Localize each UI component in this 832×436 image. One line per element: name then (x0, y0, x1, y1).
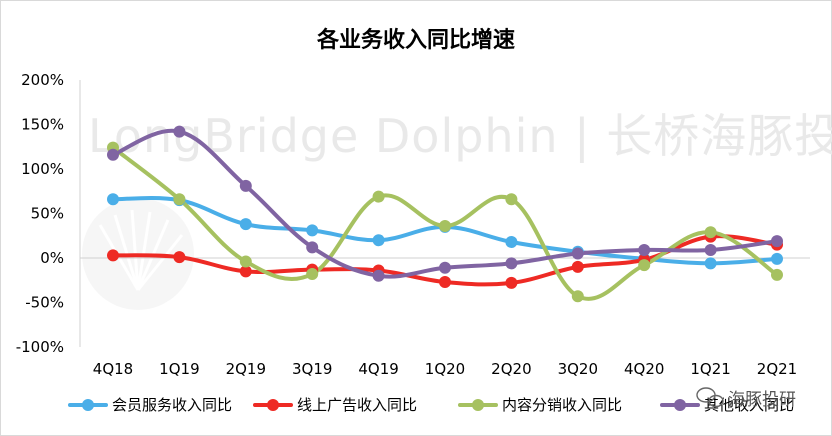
data-point-s2-2Q19[interactable] (239, 255, 252, 268)
data-point-s1-1Q20[interactable] (439, 276, 451, 289)
x-tick-label: 1Q19 (159, 360, 199, 378)
x-tick-label: 1Q21 (690, 360, 730, 378)
data-point-s3-3Q20[interactable] (571, 247, 584, 260)
x-tick-label: 4Q20 (624, 360, 664, 378)
data-point-s1-2Q19[interactable] (239, 265, 252, 278)
y-tick-label: 150% (21, 116, 64, 134)
wechat-icon (696, 387, 724, 408)
data-point-s2-2Q21[interactable] (771, 268, 783, 281)
data-point-s0-4Q19[interactable] (372, 234, 385, 247)
legend-swatch-marker (82, 399, 94, 411)
legend-label: 其他收入同比 (704, 396, 794, 414)
legend-swatch-marker (674, 399, 686, 411)
wechat-badge: 海豚投研 (696, 387, 796, 410)
legend-item-online-ads[interactable]: 线上广告收入同比 (253, 396, 417, 414)
data-point-s3-2Q20[interactable] (505, 257, 518, 270)
chart-title: 各业务收入同比增速 (316, 27, 515, 53)
x-tick-label: 1Q20 (425, 360, 465, 378)
legend-item-other[interactable]: 其他收入同比 (660, 396, 794, 414)
data-point-s0-2Q19[interactable] (239, 218, 252, 231)
x-tick-labels: 4Q18 1Q19 2Q19 3Q19 4Q19 1Q20 2Q20 3Q20 … (93, 360, 797, 378)
legend: 会员服务收入同比 线上广告收入同比 内容分销收入同比 其他收入同比 (68, 396, 794, 414)
data-point-s3-4Q20[interactable] (638, 243, 651, 256)
legend-label: 会员服务收入同比 (112, 396, 232, 414)
legend-item-content-distribution[interactable]: 内容分销收入同比 (458, 396, 622, 414)
data-point-s0-4Q18[interactable] (107, 193, 119, 206)
y-tick-label: -50% (25, 294, 64, 312)
y-tick-label: 100% (21, 160, 64, 178)
data-point-s0-3Q19[interactable] (306, 224, 319, 237)
data-point-s3-1Q21[interactable] (704, 243, 717, 256)
data-point-s1-1Q19[interactable] (173, 251, 186, 264)
data-point-s2-1Q19[interactable] (173, 193, 186, 206)
x-tick-label: 3Q20 (558, 360, 598, 378)
data-point-s3-1Q20[interactable] (439, 261, 451, 274)
data-point-s2-1Q21[interactable] (704, 226, 717, 239)
data-point-s1-3Q20[interactable] (571, 260, 584, 273)
data-point-s1-2Q20[interactable] (505, 276, 518, 289)
y-tick-label: 200% (21, 71, 64, 89)
x-tick-label: 2Q20 (491, 360, 531, 378)
data-point-s2-3Q19[interactable] (306, 268, 319, 281)
x-tick-label: 3Q19 (292, 360, 332, 378)
data-point-s2-4Q19[interactable] (372, 190, 385, 203)
data-point-s1-4Q18[interactable] (107, 249, 119, 262)
legend-item-member-services[interactable]: 会员服务收入同比 (68, 396, 232, 414)
legend-label: 内容分销收入同比 (502, 396, 622, 414)
data-point-s3-1Q19[interactable] (173, 125, 186, 138)
data-point-s3-2Q19[interactable] (239, 179, 252, 192)
data-point-s0-2Q21[interactable] (771, 252, 783, 265)
data-point-s2-1Q20[interactable] (439, 219, 451, 232)
data-point-s3-2Q21[interactable] (771, 235, 783, 248)
y-tick-label: 50% (31, 205, 64, 223)
x-tick-label: 2Q19 (226, 360, 266, 378)
data-point-s3-3Q19[interactable] (306, 241, 319, 254)
data-point-s3-4Q19[interactable] (372, 269, 385, 282)
x-tick-label: 4Q18 (93, 360, 133, 378)
data-point-s2-3Q20[interactable] (571, 290, 584, 303)
data-point-s0-2Q20[interactable] (505, 235, 518, 248)
x-tick-label: 2Q21 (757, 360, 797, 378)
data-point-s2-4Q20[interactable] (638, 259, 651, 272)
y-tick-label: -100% (16, 338, 64, 356)
data-point-s0-1Q21[interactable] (704, 257, 717, 270)
legend-label: 线上广告收入同比 (297, 396, 417, 414)
x-tick-label: 4Q19 (358, 360, 398, 378)
watermark-text: LongBridge Dolphin | 长桥海豚投研 (88, 109, 832, 164)
series-layer (107, 125, 783, 303)
legend-swatch-marker (267, 399, 279, 411)
legend-swatch-marker (472, 399, 484, 411)
y-tick-label: 0% (40, 249, 64, 267)
y-tick-labels: 200% 150% 100% 50% 0% -50% -100% (16, 71, 64, 356)
data-point-s3-4Q18[interactable] (107, 148, 119, 161)
badge-text: 海豚投研 (728, 390, 796, 410)
data-point-s2-2Q20[interactable] (505, 193, 518, 206)
